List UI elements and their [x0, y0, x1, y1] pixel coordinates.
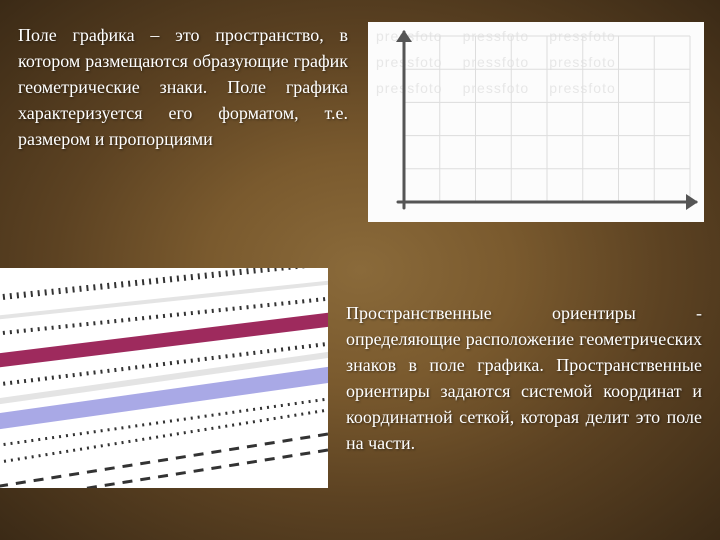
- chart-axes-svg: [368, 22, 704, 222]
- stripes-svg: [0, 268, 328, 488]
- stripes-image: [0, 268, 328, 488]
- paragraph-top: Поле графика – это пространство, в котор…: [18, 22, 348, 152]
- paragraph-bottom: Пространственные ориентиры - определяющи…: [346, 300, 702, 457]
- chart-axes-image: pressfotopressfotopressfotopressfotopres…: [368, 22, 704, 222]
- slide-content: Поле графика – это пространство, в котор…: [0, 0, 720, 540]
